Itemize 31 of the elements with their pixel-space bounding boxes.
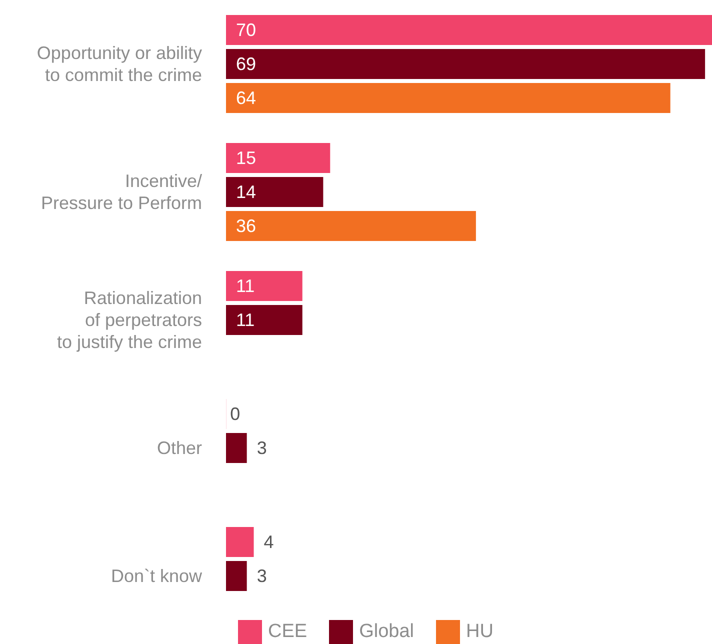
bar xyxy=(226,527,254,557)
bar xyxy=(226,177,324,207)
data-label: 70 xyxy=(236,20,256,40)
data-label: 4 xyxy=(264,532,274,552)
data-label: 69 xyxy=(236,54,256,74)
bar xyxy=(226,305,302,335)
data-label: 64 xyxy=(236,88,256,108)
y-tick-label: Other xyxy=(156,438,202,458)
bar xyxy=(226,83,670,113)
y-tick-label: Rationalization of perpetrators to justify the crime xyxy=(56,288,202,352)
bar xyxy=(226,49,706,79)
y-tick-label: Incentive/ Pressure to Perform xyxy=(40,171,202,213)
bar xyxy=(226,561,247,591)
data-label: 11 xyxy=(236,276,255,296)
bar xyxy=(226,15,712,45)
data-label: 36 xyxy=(236,216,256,236)
legend-label: Global xyxy=(358,620,414,644)
data-label: 11 xyxy=(236,310,255,330)
data-label: 15 xyxy=(236,148,256,168)
bar xyxy=(226,433,247,463)
bar xyxy=(226,271,302,301)
legend-label: CEE xyxy=(267,620,308,644)
data-label: 0 xyxy=(230,404,240,424)
legend-label: HU xyxy=(465,620,494,644)
bar xyxy=(226,211,476,241)
y-tick-label: Opportunity or ability to commit the crime xyxy=(36,43,202,85)
data-label: 3 xyxy=(256,438,267,458)
data-label: 3 xyxy=(256,566,267,586)
y-tick-label: Don`t know xyxy=(110,566,203,586)
data-label: 14 xyxy=(236,182,256,202)
bar xyxy=(226,143,330,173)
